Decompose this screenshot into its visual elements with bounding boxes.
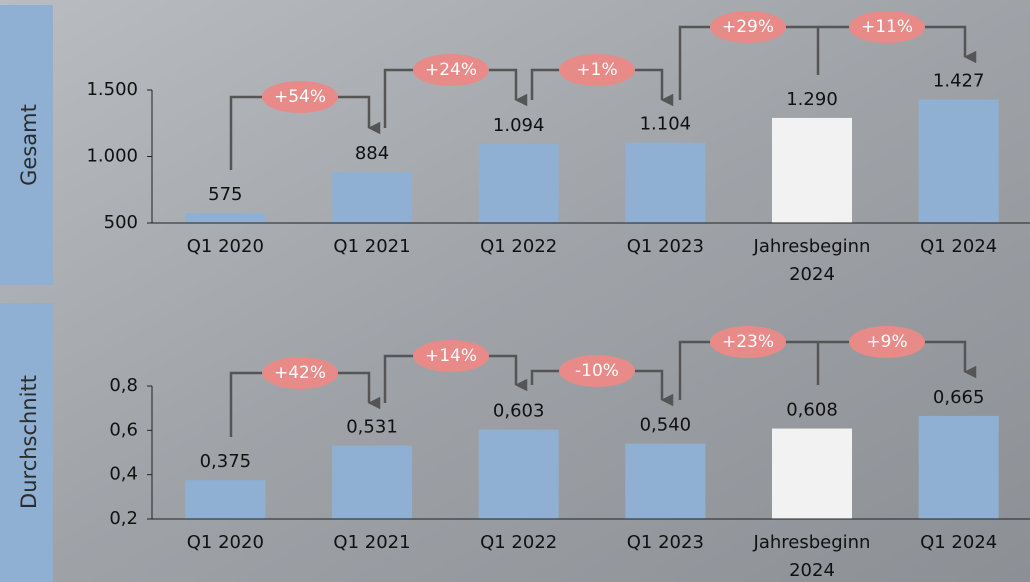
y-tick-label: 0,4: [109, 464, 138, 485]
value-label: 884: [355, 143, 389, 164]
value-label: 1.290: [786, 89, 838, 110]
panel-label: Durchschnitt: [17, 375, 41, 509]
y-tick-label: 1.000: [86, 146, 138, 167]
bar: [919, 100, 999, 223]
bar: [185, 480, 265, 519]
growth-label: +1%: [576, 60, 617, 80]
value-label: 575: [208, 184, 242, 205]
value-label: 0,603: [493, 401, 545, 422]
bar: [332, 446, 412, 519]
growth-label: +24%: [425, 60, 477, 80]
y-tick-label: 0,6: [109, 419, 138, 440]
bar: [185, 213, 265, 223]
value-label: 0,375: [200, 451, 252, 472]
x-tick-label: Q1 2021: [333, 236, 410, 257]
value-label: 0,531: [346, 417, 398, 438]
growth-label: +23%: [722, 332, 774, 352]
value-label: 0,665: [933, 387, 985, 408]
x-tick-label: Q1 2020: [187, 532, 264, 553]
bar: [772, 118, 852, 223]
y-tick-label: 0,8: [109, 375, 138, 396]
value-label: 0,540: [640, 415, 692, 436]
y-tick-label: 0,2: [109, 508, 138, 529]
x-tick-label: Q1 2021: [333, 532, 410, 553]
bar: [772, 429, 852, 519]
growth-label: +11%: [861, 17, 913, 37]
growth-label: +14%: [425, 346, 477, 366]
growth-label: -10%: [575, 361, 619, 381]
x-tick-label: Q1 2024: [920, 532, 997, 553]
value-label: 0,608: [786, 400, 838, 421]
x-tick-label: Q1 2022: [480, 532, 557, 553]
value-label: 1.094: [493, 115, 545, 136]
y-tick-label: 500: [104, 212, 138, 233]
growth-label: +42%: [274, 363, 326, 383]
bar: [625, 143, 705, 223]
bar: [919, 416, 999, 519]
x-tick-label: Q1 2020: [187, 236, 264, 257]
y-tick-label: 1.500: [86, 79, 138, 100]
panel-label: Gesamt: [17, 104, 41, 186]
growth-label: +9%: [866, 332, 907, 352]
value-label: 1.104: [640, 114, 692, 135]
bar: [479, 144, 559, 223]
value-label: 1.427: [933, 71, 985, 92]
x-tick-label: Q1 2022: [480, 236, 557, 257]
chart: Gesamt Durchschnitt 500 1.000 1.500 575 Q1 2…: [0, 0, 1030, 582]
x-tick-label: Q1 2024: [920, 236, 997, 257]
growth-label: +29%: [722, 17, 774, 37]
bar: [479, 430, 559, 519]
bar: [625, 444, 705, 519]
x-tick-label: Q1 2023: [627, 236, 704, 257]
bar: [332, 172, 412, 223]
growth-label: +54%: [274, 87, 326, 107]
x-tick-label: Q1 2023: [627, 532, 704, 553]
